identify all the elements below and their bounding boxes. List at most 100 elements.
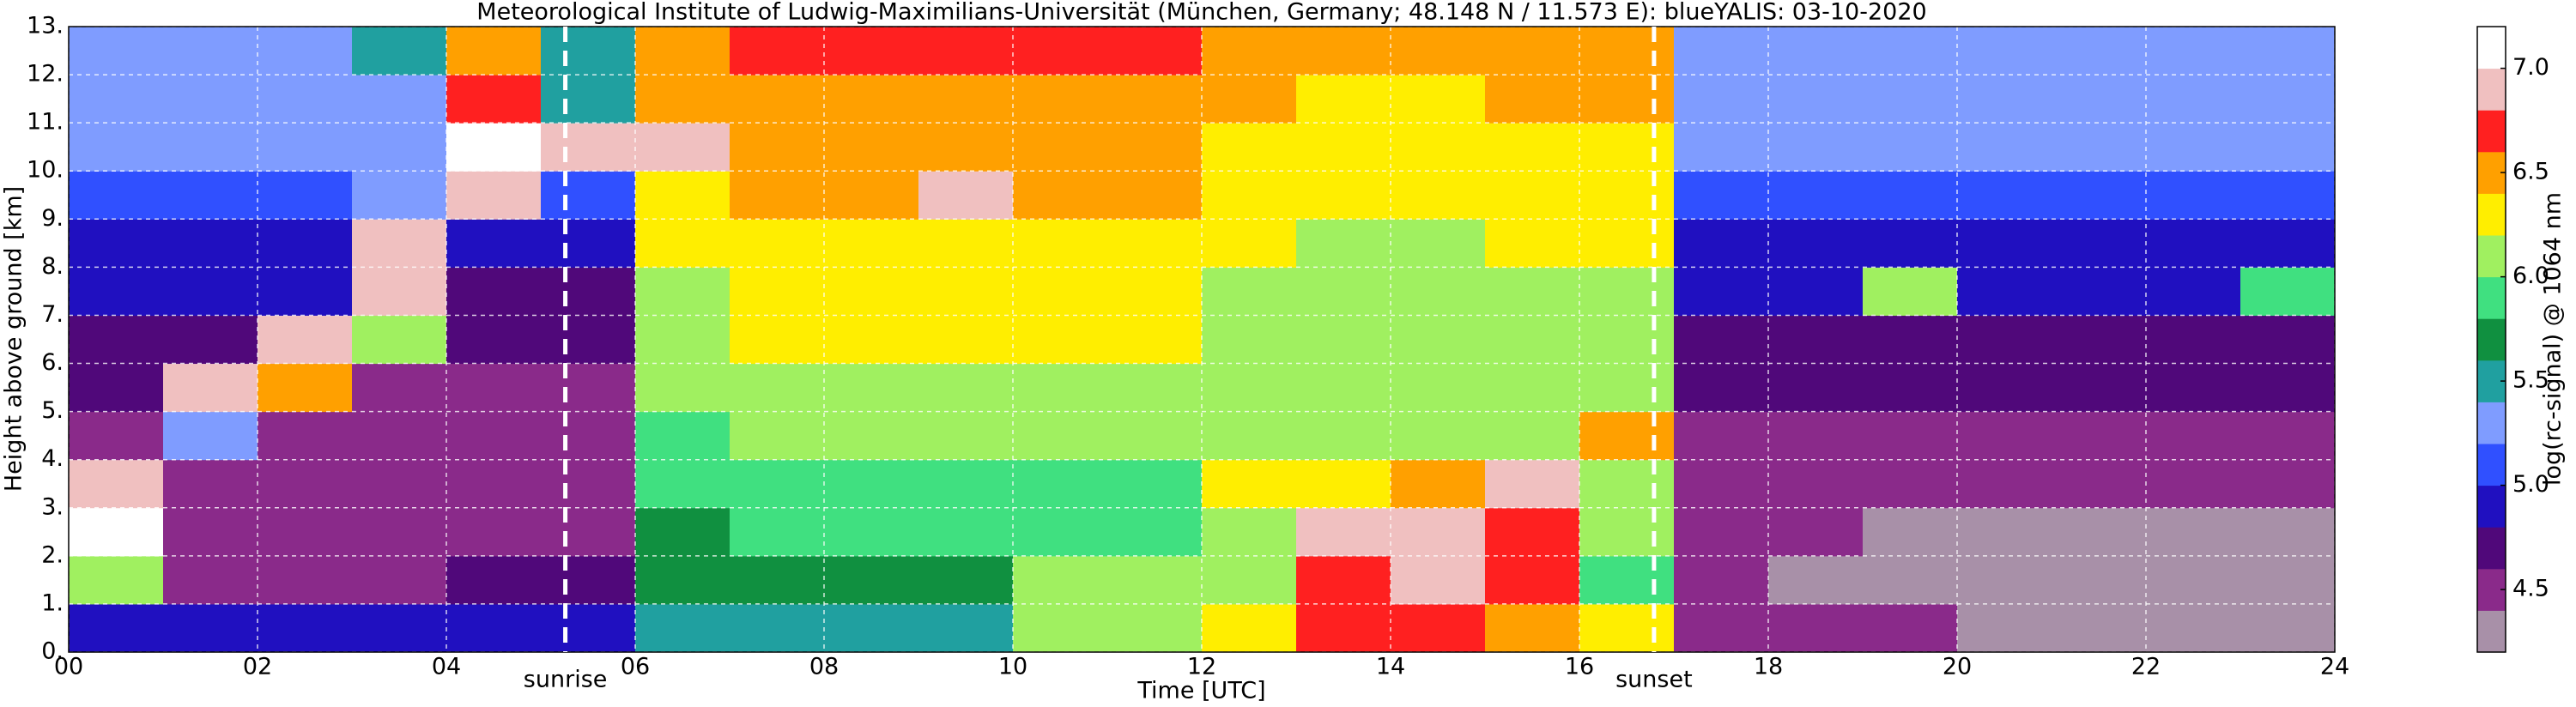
heatmap-cell [69, 123, 164, 172]
heatmap-cell [730, 123, 825, 172]
heatmap-cell [730, 267, 825, 316]
heatmap-cell [1013, 219, 1108, 268]
heatmap-cell [1485, 411, 1580, 461]
colorbar-segment [2477, 68, 2506, 111]
heatmap-cell [1674, 171, 1769, 220]
heatmap-cell [1579, 363, 1675, 413]
colorbar-segment [2477, 27, 2506, 69]
chart-title: Meteorological Institute of Ludwig-Maxim… [476, 0, 1926, 26]
heatmap-cell [1768, 171, 1864, 220]
heatmap-cell [1202, 459, 1297, 509]
x-tick-label: 24 [2320, 654, 2349, 680]
heatmap-cell [541, 507, 636, 557]
heatmap-cell [1674, 507, 1769, 557]
colorbar-segment [2477, 610, 2506, 653]
heatmap-cell [1579, 459, 1675, 509]
heatmap-cell [258, 459, 353, 509]
heatmap-cell [918, 27, 1014, 76]
heatmap-cell [824, 603, 919, 653]
heatmap-cell [1107, 507, 1203, 557]
heatmap-cell [352, 507, 447, 557]
heatmap-cell [258, 363, 353, 413]
heatmap-cell [824, 267, 919, 316]
heatmap-cell [2146, 315, 2241, 365]
heatmap-cell [1296, 603, 1391, 653]
heatmap-cell [1013, 27, 1108, 76]
heatmap-cell [824, 27, 919, 76]
heatmap-cell [352, 219, 447, 268]
heatmap-cell [824, 315, 919, 365]
heatmap-cell [258, 123, 353, 172]
heatmap-cell [2052, 507, 2147, 557]
heatmap-cell [69, 267, 164, 316]
heatmap-cell [1296, 171, 1391, 220]
heatmap-cell [635, 75, 730, 124]
heatmap-cell [1863, 123, 1958, 172]
heatmap-cell [2146, 507, 2241, 557]
heatmap-cell [2146, 411, 2241, 461]
heatmap-cell [352, 363, 447, 413]
heatmap-cell [918, 171, 1014, 220]
heatmap-cell [541, 171, 636, 220]
heatmap-cell [1202, 27, 1297, 76]
heatmap-cell [1107, 123, 1203, 172]
heatmap-cell [730, 171, 825, 220]
heatmap-cell [730, 315, 825, 365]
heatmap-cell [1485, 267, 1580, 316]
heatmap-cell [1674, 219, 1769, 268]
heatmap-cell [1013, 123, 1108, 172]
heatmap-cell [1863, 363, 1958, 413]
heatmap-cell [163, 27, 258, 76]
heatmap-cell [163, 411, 258, 461]
heatmap-cell [635, 459, 730, 509]
y-tick-label: 8. [41, 253, 64, 280]
heatmap-cell [1768, 75, 1864, 124]
heatmap-cell [446, 27, 542, 76]
heatmap-cell [1863, 219, 1958, 268]
heatmap-cell [2146, 555, 2241, 605]
heatmap-cell [1768, 555, 1864, 605]
heatmap-cell [2240, 411, 2336, 461]
heatmap-cell [1107, 603, 1203, 653]
heatmap-cell [730, 603, 825, 653]
heatmap-cell [258, 603, 353, 653]
heatmap-cell [2052, 603, 2147, 653]
heatmap-cell [1202, 555, 1297, 605]
heatmap-cell [258, 75, 353, 124]
x-tick-label: 18 [1754, 654, 1783, 680]
heatmap-cell [1296, 75, 1391, 124]
heatmap-cell [2240, 27, 2336, 76]
heatmap-cell [352, 123, 447, 172]
plot-frame [68, 26, 2336, 653]
colorbar-tick-label: 4.5 [2512, 576, 2549, 602]
heatmap-cell [1863, 507, 1958, 557]
colorbar-tick-label: 5.0 [2512, 471, 2549, 498]
heatmap-cell [1674, 123, 1769, 172]
heatmap-cell [1485, 27, 1580, 76]
heatmap-cell [541, 27, 636, 76]
heatmap-cell [1202, 171, 1297, 220]
heatmap-cell [2240, 363, 2336, 413]
heatmap-cell [1674, 267, 1769, 316]
heatmap-cell [1485, 363, 1580, 413]
heatmap-cell [446, 267, 542, 316]
colorbar-segment [2477, 444, 2506, 486]
heatmap-cell [1391, 75, 1486, 124]
x-tick-label: 08 [809, 654, 839, 680]
heatmap-cell [1107, 459, 1203, 509]
heatmap-cell [1107, 267, 1203, 316]
heatmap-cell [1579, 123, 1675, 172]
heatmap-cell [824, 123, 919, 172]
x-tick-label: 12 [1187, 654, 1216, 680]
heatmap-cell [1296, 267, 1391, 316]
heatmap-cell [2240, 219, 2336, 268]
colorbar-tick-label: 6.0 [2512, 263, 2549, 289]
heatmap-cell [918, 411, 1014, 461]
heatmap-cell [69, 603, 164, 653]
heatmap-cell [1768, 315, 1864, 365]
heatmap-cell [1674, 555, 1769, 605]
heatmap-cell [69, 411, 164, 461]
heatmap-cell [2146, 171, 2241, 220]
heatmap-cell [1674, 27, 1769, 76]
heatmap-cell [446, 507, 542, 557]
